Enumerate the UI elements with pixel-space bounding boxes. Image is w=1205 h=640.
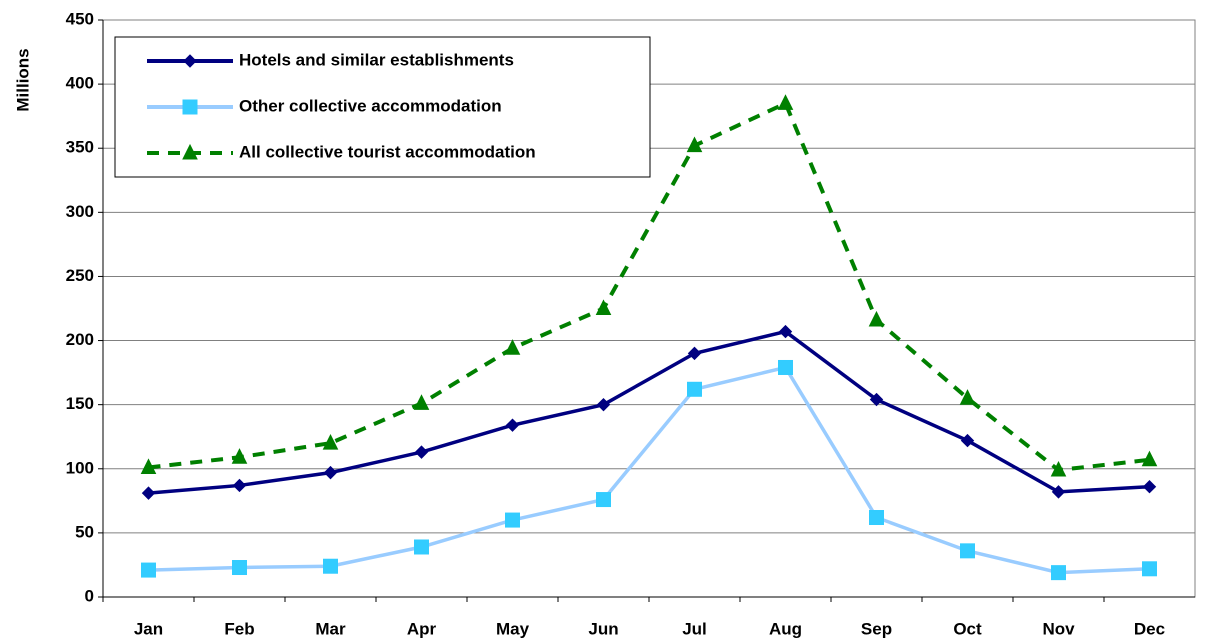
legend-label: All collective tourist accommodation [239,142,536,161]
marker [322,434,339,450]
series-line [148,365,1150,575]
marker [1051,485,1066,499]
marker [1050,460,1067,477]
marker [1142,561,1157,577]
marker [960,433,975,448]
marker [504,339,521,355]
marker [182,143,198,160]
y-tick-label: 300 [66,202,94,221]
y-tick-label: 450 [66,9,94,28]
marker [869,392,884,407]
x-tick-label: Dec [1134,619,1165,638]
legend-label: Other collective accommodation [239,96,502,115]
marker [505,512,520,528]
marker [231,448,248,464]
legend-label: Hotels and similar establishments [239,50,514,69]
marker [1051,565,1066,581]
marker [868,310,885,327]
x-tick-label: Nov [1042,619,1075,638]
marker [183,54,197,68]
y-tick-label: 150 [66,394,94,413]
y-tick-label: 50 [75,522,94,541]
marker [414,445,429,459]
marker [323,465,338,480]
x-tick-label: Jun [588,619,618,638]
series-line [148,100,1150,473]
marker [182,99,198,115]
marker [778,359,793,375]
y-tick-label: 0 [85,586,94,605]
marker [869,510,884,526]
marker [959,389,976,405]
marker [323,558,338,574]
marker [596,397,611,412]
x-tick-label: Apr [407,619,437,638]
x-tick-label: Mar [315,619,346,638]
marker [596,492,611,508]
marker [232,560,247,576]
x-tick-label: May [496,619,530,638]
marker [141,486,156,500]
marker [595,299,612,315]
y-tick-label: 100 [66,458,94,477]
marker [686,136,703,153]
y-tick-label: 200 [66,330,94,349]
marker [687,381,702,397]
y-tick-label: 350 [66,138,94,157]
x-tick-label: Jul [682,619,707,638]
marker [414,539,429,555]
y-axis-label: Millions [13,48,32,111]
x-tick-label: Jan [134,619,163,638]
marker [777,94,794,110]
marker [141,562,156,578]
marker [505,418,520,432]
x-tick-label: Feb [224,619,254,638]
marker [687,346,702,361]
marker [413,394,430,410]
marker [1142,480,1157,494]
y-tick-label: 250 [66,266,94,285]
x-tick-label: Aug [769,619,802,638]
x-tick-label: Oct [953,619,982,638]
marker [960,543,975,559]
marker [778,324,793,339]
series-line [148,329,1150,495]
marker [140,458,157,474]
marker [1141,450,1158,467]
marker [232,478,247,493]
y-tick-label: 400 [66,74,94,93]
x-tick-label: Sep [861,619,892,638]
legend: Hotels and similar establishments Other c… [114,36,651,178]
